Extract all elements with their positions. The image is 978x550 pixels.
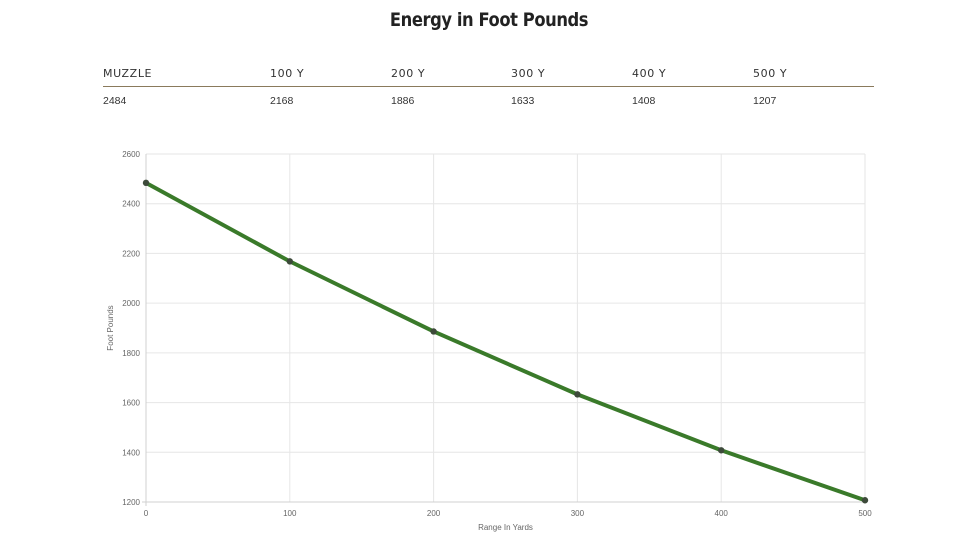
x-tick-label: 0 xyxy=(144,509,149,518)
header-100y: 100 Y xyxy=(270,67,305,80)
y-tick-label: 1400 xyxy=(122,448,140,457)
x-tick-label: 300 xyxy=(571,509,585,518)
data-point xyxy=(718,447,725,454)
data-point xyxy=(142,179,150,187)
value-500y: 1207 xyxy=(753,95,777,107)
value-300y: 1633 xyxy=(511,95,535,107)
value-400y: 1408 xyxy=(632,95,656,107)
data-point xyxy=(430,328,437,335)
x-tick-label: 400 xyxy=(715,509,729,518)
data-point xyxy=(574,391,581,398)
y-tick-label: 1600 xyxy=(122,399,140,408)
x-tick-label: 200 xyxy=(427,509,441,518)
header-200y: 200 Y xyxy=(391,67,426,80)
y-tick-label: 2400 xyxy=(122,200,140,209)
page-title: Energy in Foot Pounds xyxy=(389,9,589,31)
series-line xyxy=(144,180,867,503)
y-tick-label: 2600 xyxy=(122,150,140,159)
x-axis-title: Range In Yards xyxy=(478,523,533,532)
y-tick-label: 2000 xyxy=(122,299,140,308)
header-muzzle: MUZZLE xyxy=(103,67,153,80)
data-point xyxy=(861,497,869,504)
energy-table: MUZZLE 100 Y 200 Y 300 Y 400 Y 500 Y 248… xyxy=(103,66,874,117)
data-point xyxy=(286,258,293,265)
x-tick-label: 100 xyxy=(283,509,297,518)
table-header-row: MUZZLE 100 Y 200 Y 300 Y 400 Y 500 Y xyxy=(103,66,874,87)
y-tick-label: 1200 xyxy=(122,498,140,507)
value-200y: 1886 xyxy=(391,95,415,107)
header-400y: 400 Y xyxy=(632,67,667,80)
header-500y: 500 Y xyxy=(753,67,788,80)
y-tick-label: 1800 xyxy=(122,349,140,358)
table-data-row: 2484 2168 1886 1633 1408 1207 xyxy=(103,95,874,117)
x-tick-label: 500 xyxy=(858,509,872,518)
value-muzzle: 2484 xyxy=(103,95,127,107)
header-300y: 300 Y xyxy=(511,67,546,80)
y-tick-label: 2200 xyxy=(122,249,140,258)
value-100y: 2168 xyxy=(270,95,294,107)
y-axis-title: Foot Pounds xyxy=(106,305,115,350)
